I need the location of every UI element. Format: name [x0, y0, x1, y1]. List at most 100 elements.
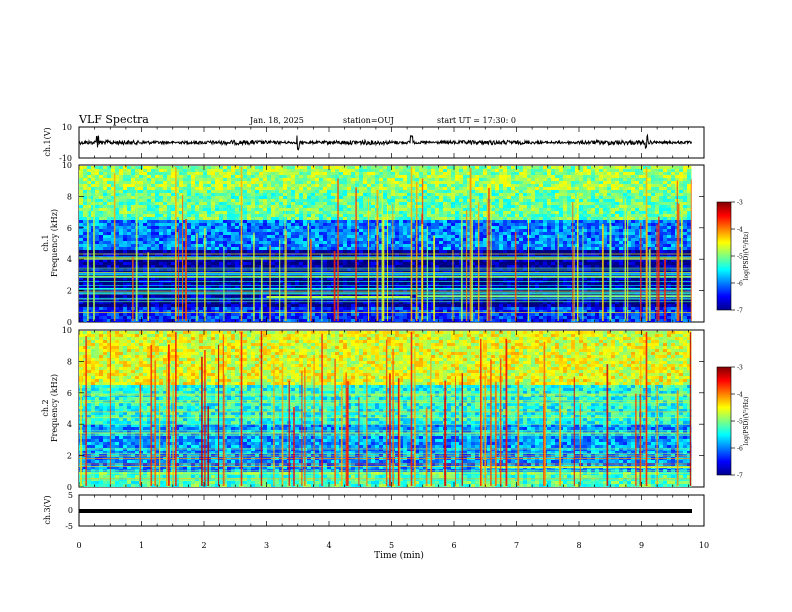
spectrogram-cell: [447, 181, 451, 184]
spectrogram-cell: [647, 172, 651, 175]
spectrogram-cell: [451, 175, 455, 178]
spectrogram-cell: [279, 259, 283, 262]
spectrogram-cell: [155, 172, 159, 175]
spectrogram-cell: [167, 193, 171, 196]
spectrogram-cell: [195, 178, 199, 181]
spectrogram-cell: [495, 232, 499, 235]
spectrogram-cell: [539, 217, 543, 220]
spectrogram-cell: [475, 181, 479, 184]
spectrogram-cell: [607, 190, 611, 193]
spectrogram-cell: [471, 184, 475, 187]
spectrogram-cell: [435, 220, 439, 223]
spectrogram-cell: [387, 193, 391, 196]
spectrogram-cell: [275, 259, 279, 262]
spectrogram-cell: [231, 208, 235, 211]
spectrogram-cell: [499, 247, 503, 250]
spectrogram-cell: [127, 169, 131, 172]
spectrogram-cell: [247, 202, 251, 205]
spectrogram-cell: [187, 241, 191, 244]
spectrogram-cell: [235, 193, 239, 196]
spectrogram-cell: [643, 202, 647, 205]
spectrogram-cell: [175, 223, 179, 226]
ch1-waveform-trace: [78, 133, 692, 151]
spectrogram-cell: [427, 172, 431, 175]
ch1-waveform-ticks: [78, 127, 705, 158]
spectrogram-cell: [623, 175, 627, 178]
spectrogram-cell: [311, 214, 315, 217]
spectrogram-cell: [247, 205, 251, 208]
spectrogram-cell: [663, 175, 667, 178]
spectrogram-cell: [563, 211, 567, 214]
spectrogram-cell: [547, 217, 551, 220]
spectrogram-cell: [663, 172, 667, 175]
spectrogram-cell: [615, 253, 619, 256]
spectrogram-cell: [315, 196, 319, 199]
spectrogram-cell: [579, 241, 583, 244]
spectrogram-cell: [355, 244, 359, 247]
spectrogram-cell: [159, 232, 163, 235]
spectrogram-cell: [287, 169, 291, 172]
spectrogram-cell: [379, 205, 383, 208]
spectrogram-cell: [267, 238, 271, 241]
spectrogram-cell: [259, 172, 263, 175]
spectrogram-cell: [431, 241, 435, 244]
spectrogram-cell: [595, 187, 599, 190]
spectrogram-cell: [203, 166, 207, 169]
spectrogram-cell: [83, 211, 87, 214]
spectrogram-cell: [163, 229, 167, 232]
spectrogram-cell: [427, 250, 431, 253]
spectrogram-cell: [503, 196, 507, 199]
spectrogram-cell: [615, 229, 619, 232]
spectrogram-cell: [203, 226, 207, 229]
spectrogram-cell: [463, 202, 467, 205]
spectrogram-cell: [531, 187, 535, 190]
spectrogram-cell: [327, 205, 331, 208]
spectrogram-cell: [335, 241, 339, 244]
spectrogram-cell: [303, 190, 307, 193]
spectrogram-cell: [455, 223, 459, 226]
spectrogram-cell: [435, 226, 439, 229]
spectrogram-cell: [555, 199, 559, 202]
spectrogram-cell: [603, 247, 607, 250]
spectrogram-cell: [179, 175, 183, 178]
spectrogram-cell: [635, 178, 639, 181]
spectrogram-cell: [107, 205, 111, 208]
spectrogram-cell: [111, 214, 115, 217]
spectrogram-cell: [459, 166, 463, 169]
spectrogram-cell: [207, 208, 211, 211]
spectrogram-cell: [555, 235, 559, 238]
spectrogram-cell: [131, 235, 135, 238]
spectrogram-cell: [183, 250, 187, 253]
spectrogram-cell: [79, 196, 83, 199]
spectrogram-cell: [143, 208, 147, 211]
spectrogram-cell: [191, 172, 195, 175]
spectrogram-cell: [383, 253, 387, 256]
spectrogram-cell: [163, 259, 167, 262]
spectrogram-cell: [191, 241, 195, 244]
spectrogram-cell: [431, 172, 435, 175]
spectrogram-cell: [427, 202, 431, 205]
spectrogram-cell: [651, 199, 655, 202]
spectrogram-cell: [175, 178, 179, 181]
spectrogram-cell: [431, 250, 435, 253]
spectrogram-cell: [631, 202, 635, 205]
spectrogram-cell: [419, 244, 423, 247]
spectrogram-cell: [619, 250, 623, 253]
spectrogram-cell: [263, 193, 267, 196]
spectrogram-cell: [479, 214, 483, 217]
spectrogram-cell: [359, 181, 363, 184]
spectrogram-cell: [347, 229, 351, 232]
spectrogram-cell: [467, 220, 471, 223]
spectrogram-cell: [535, 208, 539, 211]
spectrogram-cell: [611, 202, 615, 205]
spectrogram-cell: [487, 169, 491, 172]
spectrogram-cell: [175, 184, 179, 187]
spectrogram-cell: [599, 229, 603, 232]
spectrogram-cell: [583, 169, 587, 172]
spectrogram-cell: [271, 232, 275, 235]
spectrogram-cell: [127, 226, 131, 229]
spectrogram-cell: [467, 202, 471, 205]
spectrogram-cell: [167, 181, 171, 184]
spectrogram-cell: [119, 235, 123, 238]
spectrogram-cell: [343, 259, 347, 262]
